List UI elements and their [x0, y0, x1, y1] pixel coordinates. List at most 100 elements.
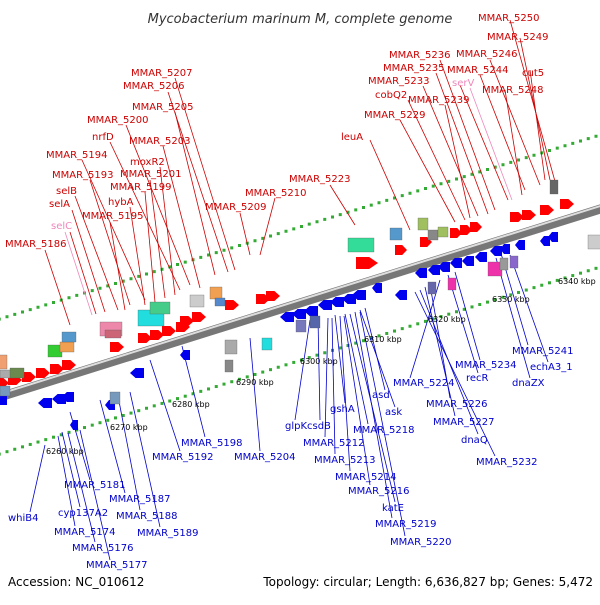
forward-gene-arrow [192, 312, 206, 322]
gene-label[interactable]: selC [51, 221, 72, 232]
gene-label[interactable]: MMAR_5233 [368, 76, 430, 87]
gene-label[interactable]: serV [452, 78, 474, 89]
gene-label[interactable]: cyp137A2 [58, 508, 108, 519]
gene-label[interactable]: MMAR_5207 [131, 68, 193, 79]
gene-box [427, 281, 437, 295]
gene-box [224, 339, 238, 355]
tick-dot [501, 295, 505, 299]
gene-label[interactable]: csdB [307, 421, 331, 432]
gene-label[interactable]: MMAR_5189 [137, 528, 199, 539]
gene-label[interactable]: MMAR_5220 [390, 537, 452, 548]
reverse-gene-arrow [428, 265, 440, 275]
reverse-gene-arrow [540, 236, 550, 246]
gene-label[interactable]: asd [372, 390, 390, 401]
gene-label[interactable]: MMAR_5244 [447, 65, 509, 76]
gene-label[interactable]: MMAR_5195 [82, 211, 144, 222]
connector-line [64, 231, 93, 316]
gene-label[interactable]: MMAR_5226 [426, 399, 488, 410]
gene-label[interactable]: gshA [330, 404, 355, 415]
gene-label[interactable]: ask [385, 407, 402, 418]
gene-label[interactable]: MMAR_5250 [478, 13, 540, 24]
tick-dot [300, 358, 303, 362]
gene-label[interactable]: MMAR_5227 [433, 417, 495, 428]
gene-label[interactable]: whiB4 [8, 513, 39, 524]
gene-label[interactable]: MMAR_5236 [389, 50, 451, 61]
gene-label[interactable]: MMAR_5177 [86, 560, 148, 571]
gene-label[interactable]: MMAR_5192 [152, 452, 214, 463]
gene-label[interactable]: MMAR_5200 [87, 115, 149, 126]
tick-dot [400, 327, 404, 331]
tick-dot [199, 389, 203, 393]
gene-label[interactable]: MMAR_5205 [132, 102, 194, 113]
gene-label[interactable]: MMAR_5235 [383, 63, 445, 74]
gene-label[interactable]: glpK [285, 421, 307, 432]
gene-label[interactable]: MMAR_5193 [52, 170, 114, 181]
gene-label[interactable]: MMAR_5209 [205, 202, 267, 213]
gene-label[interactable]: MMAR_5174 [54, 527, 116, 538]
gene-label[interactable]: recR [466, 373, 489, 384]
gene-label[interactable]: MMAR_5194 [46, 150, 108, 161]
gene-label[interactable]: MMAR_5210 [245, 188, 307, 199]
gene-label[interactable]: MMAR_5214 [335, 472, 397, 483]
gene-label[interactable]: MMAR_5216 [348, 486, 410, 497]
gene-label[interactable]: MMAR_5187 [109, 494, 171, 505]
tick-dot [470, 172, 474, 176]
gene-label[interactable]: MMAR_5241 [512, 346, 574, 357]
connector-line [174, 111, 216, 276]
gene-box [109, 391, 121, 405]
gene-label[interactable]: MMAR_5204 [234, 452, 296, 463]
gene-label[interactable]: MMAR_5239 [408, 95, 470, 106]
gene-label[interactable]: MMAR_5232 [476, 457, 538, 468]
gene-label[interactable]: MMAR_5206 [123, 81, 185, 92]
reverse-gene-arrow [438, 262, 450, 272]
gene-label[interactable]: MMAR_5224 [393, 378, 455, 389]
gene-label[interactable]: MMAR_5219 [375, 519, 437, 530]
gene-label[interactable]: katE [382, 503, 404, 514]
gene-label[interactable]: MMAR_5218 [353, 425, 415, 436]
gene-label[interactable]: MMAR_5188 [116, 511, 178, 522]
tick-dot [90, 289, 94, 293]
tick-dot [517, 158, 520, 162]
gene-label[interactable]: nrfD [92, 132, 114, 143]
gene-label[interactable]: dnaZX [512, 378, 545, 389]
gene-label[interactable]: MMAR_5246 [456, 49, 518, 60]
gene-label[interactable]: hybA [108, 197, 134, 208]
tick-dot [462, 307, 466, 311]
gene-label[interactable]: MMAR_5199 [110, 182, 172, 193]
gene-label[interactable]: MMAR_5176 [72, 543, 134, 554]
gene-label[interactable]: selA [49, 199, 70, 210]
gene-label[interactable]: MMAR_5213 [314, 455, 376, 466]
tick-dot [548, 281, 551, 285]
tick-dot [67, 296, 71, 300]
gene-label[interactable]: MMAR_5181 [64, 480, 126, 491]
tick-dot [555, 278, 559, 282]
gene-label[interactable]: MMAR_5234 [455, 360, 517, 371]
forward-gene-arrow [450, 228, 462, 238]
gene-label[interactable]: MMAR_5248 [482, 85, 544, 96]
gene-label[interactable]: MMAR_5198 [181, 438, 243, 449]
gene-label[interactable]: moxR2 [130, 157, 165, 168]
gene-label[interactable]: MMAR_5212 [303, 438, 365, 449]
gene-label[interactable]: MMAR_5201 [120, 169, 182, 180]
tick-dot [21, 310, 24, 314]
connector-line [334, 314, 346, 404]
gene-label[interactable]: MMAR_5249 [487, 32, 549, 43]
connector-line [125, 124, 191, 286]
gene-label[interactable]: echA3_1 [530, 362, 573, 373]
tick-dot [106, 418, 110, 422]
forward-gene-arrow [150, 330, 164, 340]
gene-label[interactable]: dnaQ [461, 435, 488, 446]
gene-label[interactable]: MMAR_5186 [5, 239, 67, 250]
gene-label[interactable]: MMAR_5203 [129, 136, 191, 147]
tick-dot [408, 324, 412, 328]
gene-label[interactable]: MMAR_5229 [364, 110, 426, 121]
tick-dot [369, 336, 373, 340]
gene-label[interactable]: selB [56, 186, 77, 197]
gene-label[interactable]: cut5 [522, 68, 544, 79]
gene-label[interactable]: leuA [341, 132, 363, 143]
gene-label[interactable]: MMAR_5223 [289, 174, 351, 185]
tick-dot [183, 394, 187, 398]
tick-dot [183, 260, 187, 264]
gene-label[interactable]: cobQ2 [375, 90, 407, 101]
